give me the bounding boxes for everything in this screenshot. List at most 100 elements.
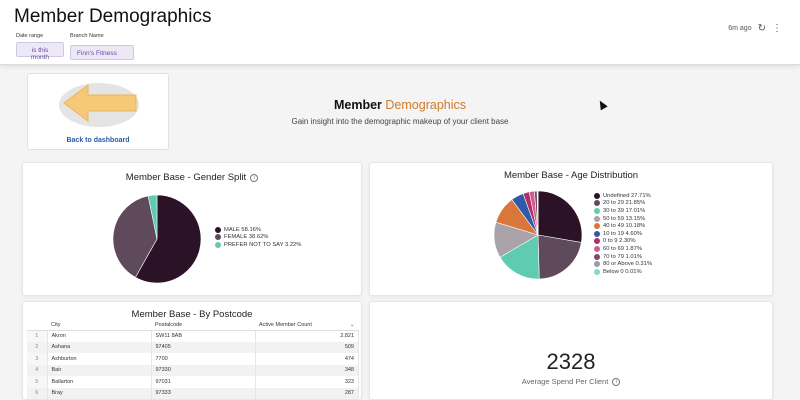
active-member-count-cell: 323 (255, 376, 359, 388)
legend-label: MALE 58.16% (224, 226, 262, 233)
row-index: 4 (27, 364, 48, 376)
active-member-count-cell: 2,821 (255, 330, 359, 342)
postalcode-cell: 97333 (151, 387, 256, 399)
age-legend-item[interactable]: 20 to 29 21.85% (594, 200, 652, 208)
postcode-card: Member Base - By Postcode City Postalcod… (22, 301, 362, 400)
info-icon[interactable]: i (250, 174, 259, 182)
info-icon[interactable]: i (612, 378, 621, 386)
branch-name-select[interactable]: Finn's Fitness (70, 45, 134, 60)
legend-swatch (594, 230, 600, 237)
table-row[interactable]: 3 Ashburton 7700 474 (27, 353, 359, 365)
legend-swatch (594, 223, 600, 230)
chevron-down-icon[interactable]: ⌄ (349, 322, 355, 329)
postcode-table: City Postalcode Active Member Count ⌄ 1 Ak… (27, 321, 359, 399)
filter-branch-name[interactable]: Branch Name Finn's Fitness (70, 33, 134, 60)
city-cell: Ashburton (47, 353, 152, 365)
legend-label: Undefined 27.71% (603, 192, 651, 199)
age-legend-item[interactable]: 0 to 9 2.30% (594, 238, 652, 246)
age-legend-item[interactable]: 40 to 49 10.18% (594, 222, 652, 230)
filter-label: Branch Name (70, 33, 104, 39)
average-spend-value: 2328 (546, 349, 596, 374)
legend-label: FEMALE 38.62% (224, 234, 269, 241)
table-header-row: City Postalcode Active Member Count ⌄ (27, 321, 359, 331)
age-legend-item[interactable]: 80 or Above 0.31% (594, 260, 652, 268)
column-header-active-member-count[interactable]: Active Member Count ⌄ (255, 321, 359, 331)
age-slice-20-to-29[interactable] (537, 234, 582, 280)
city-cell: Ashana (47, 341, 152, 353)
filter-date-range[interactable]: Date range is this month (16, 33, 64, 64)
row-index: 3 (27, 353, 48, 365)
column-header-postalcode[interactable]: Postalcode (151, 321, 255, 331)
postalcode-cell: 7700 (151, 353, 256, 365)
gender-legend-item[interactable]: PREFER NOT TO SAY 3.22% (215, 241, 301, 249)
gender-pie-chart (112, 194, 202, 284)
active-member-count-cell: 474 (255, 353, 359, 365)
gender-legend: MALE 58.16% FEMALE 38.62% PREFER NOT TO SA… (215, 226, 301, 249)
legend-swatch (594, 245, 600, 252)
filter-label: Date range (16, 33, 44, 39)
postalcode-cell: 97031 (151, 376, 256, 388)
intro-title: Member Demographics (230, 98, 570, 112)
legend-label: 20 to 29 21.85% (603, 200, 646, 207)
age-distribution-card: Member Base - Age Distribution Undefined… (369, 162, 773, 296)
average-spend-label: Average Spend Per Client i (370, 377, 772, 386)
age-pie-chart (493, 190, 583, 280)
age-legend-item[interactable]: 60 to 69 1.87% (594, 245, 652, 253)
active-member-count-label: Active Member Count (259, 322, 312, 329)
age-legend-item[interactable]: 70 to 79 1.01% (594, 253, 652, 261)
table-row[interactable]: 2 Ashana 97405 509 (27, 341, 359, 353)
postalcode-cell: 97405 (151, 341, 256, 353)
legend-label: 30 to 39 17.01% (603, 207, 646, 214)
gender-split-card: Member Base - Gender Split i MALE 58.16% F… (22, 162, 362, 296)
table-row[interactable]: 5 Ballarton 97031 323 (27, 376, 359, 388)
age-card-title: Member Base - Age Distribution (503, 170, 639, 181)
city-cell: Bair (47, 364, 152, 376)
table-row[interactable]: 4 Bair 97330 348 (27, 364, 359, 376)
gender-legend-item[interactable]: MALE 58.16% (215, 226, 301, 234)
legend-label: Below 0 0.01% (603, 268, 642, 275)
page-title: Member Demographics (14, 6, 212, 27)
gender-slice-prefer-not-to-say[interactable] (147, 194, 158, 240)
age-legend-item[interactable]: Undefined 27.71% (594, 192, 652, 200)
age-legend-item[interactable]: 30 to 39 17.01% (594, 207, 652, 215)
age-legend-item[interactable]: 10 to 19 4.60% (594, 230, 652, 238)
index-header (27, 321, 47, 331)
column-header-city[interactable]: City (47, 321, 151, 331)
back-to-dashboard-card[interactable]: Back to dashboard (27, 73, 169, 150)
dashboard-header: Member Demographics Date range is this m… (0, 0, 800, 65)
gender-slice-male[interactable] (135, 194, 202, 284)
average-spend-card: 2328 Average Spend Per Client i (369, 301, 773, 400)
kebab-menu-icon[interactable]: ⋮ (772, 23, 782, 34)
legend-swatch (594, 207, 600, 214)
legend-swatch (594, 238, 600, 245)
gender-slice-female[interactable] (112, 195, 158, 278)
row-index: 2 (27, 341, 48, 353)
back-to-dashboard-link[interactable]: Back to dashboard (66, 137, 130, 144)
row-index: 1 (27, 330, 48, 342)
age-legend: Undefined 27.71% 20 to 29 21.85% 30 to 39 … (594, 192, 652, 276)
date-range-select[interactable]: is this month (16, 42, 64, 61)
intro-title-accent: Demographics (385, 98, 466, 112)
table-row[interactable]: 6 Bray 97333 287 (27, 387, 359, 399)
age-legend-item[interactable]: 50 to 59 13.15% (594, 215, 652, 223)
gender-legend-item[interactable]: FEMALE 38.62% (215, 234, 301, 242)
city-cell: Akron (47, 330, 152, 342)
active-member-count-cell: 509 (255, 341, 359, 353)
table-row[interactable]: 1 Akron SW11 8AB 2,821 (27, 330, 359, 342)
header-actions: 6m ago ↻ ⋮ (728, 23, 782, 34)
legend-swatch (594, 268, 600, 275)
legend-swatch (215, 234, 221, 241)
legend-label: 10 to 19 4.60% (603, 230, 642, 237)
refresh-icon[interactable]: ↻ (757, 23, 766, 34)
city-cell: Bray (47, 387, 152, 399)
active-member-count-cell: 348 (255, 364, 359, 376)
city-cell: Ballarton (47, 376, 152, 388)
row-index: 5 (27, 376, 48, 388)
age-legend-item[interactable]: Below 0 0.01% (594, 268, 652, 276)
gender-card-title-text: Member Base - Gender Split (125, 172, 247, 183)
age-slice-30-to-39[interactable] (499, 234, 540, 280)
last-updated: 6m ago (728, 25, 752, 32)
intro-section: Member Demographics Gain insight into th… (230, 98, 570, 126)
age-slice-undefined[interactable] (537, 190, 583, 243)
row-index: 6 (27, 387, 48, 399)
